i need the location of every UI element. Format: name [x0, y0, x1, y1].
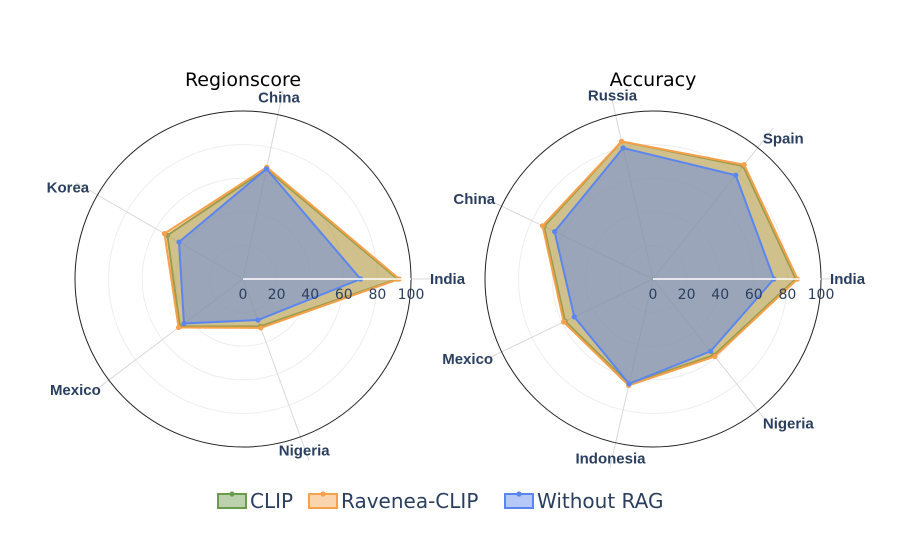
legend-item-without-rag[interactable]: Without RAG: [504, 489, 663, 513]
point-ravenea-clip-spain: [741, 162, 747, 168]
category-label-indonesia: Indonesia: [575, 451, 646, 468]
series-clip: [541, 138, 799, 387]
category-label-russia: Russia: [588, 87, 638, 104]
point-ravenea-clip-mexico: [561, 319, 567, 325]
category-label-korea: Korea: [47, 179, 90, 196]
legend-marker: [229, 491, 235, 497]
point-ravenea-clip-mexico: [175, 324, 182, 331]
point-without-rag-indonesia: [626, 381, 632, 387]
spoke: [242, 89, 284, 280]
radial-tick-label: 40: [711, 287, 729, 303]
spoke: [242, 278, 310, 461]
point-without-rag-china: [552, 229, 558, 235]
point-ravenea-clip-china: [539, 223, 546, 229]
radial-tick-label: 0: [239, 287, 248, 303]
legend-label: Ravenea-CLIP: [341, 489, 478, 513]
radial-tick-label: 100: [808, 287, 835, 303]
radial-tick-label: 60: [335, 287, 353, 303]
point-without-rag-mexico: [181, 320, 187, 327]
point-without-rag-russia: [620, 145, 626, 151]
point-without-rag-china: [263, 166, 270, 172]
spoke: [609, 278, 654, 468]
legend-label: Without RAG: [537, 489, 663, 513]
series-area-clip: [543, 140, 797, 385]
category-label-mexico: Mexico: [442, 351, 493, 368]
category-label-mexico: Mexico: [50, 382, 101, 399]
radial-tick-label: 20: [268, 287, 286, 303]
spoke: [652, 127, 774, 280]
point-without-rag-nigeria: [255, 317, 261, 323]
radial-tick-label: 100: [398, 287, 425, 303]
category-label-spain: Spain: [763, 131, 804, 148]
legend-item-ravenea-clip[interactable]: Ravenea-CLIP: [308, 489, 478, 513]
spoke: [609, 90, 654, 280]
chart-title: Regionscore: [185, 69, 301, 91]
category-label-india: India: [430, 271, 466, 288]
chart-title: Accuracy: [610, 69, 697, 91]
regionscore-radar: Regionscore 0 20 40 60 80 100 India China Korea Me…: [47, 69, 466, 461]
point-ravenea-clip-korea: [161, 231, 168, 237]
series-without-rag: [176, 166, 364, 327]
radial-tick-label: 20: [678, 287, 696, 303]
radial-tick-label: 80: [368, 287, 386, 303]
point-without-rag-spain: [733, 172, 739, 178]
legend-marker: [320, 491, 326, 497]
point-without-rag-mexico: [571, 314, 577, 320]
spoke: [88, 278, 244, 396]
radial-tick-label: 40: [301, 287, 319, 303]
category-label-india: India: [830, 271, 866, 288]
point-without-rag-korea: [176, 239, 182, 245]
radial-tick-label: 60: [745, 287, 763, 303]
series-area-without-rag: [177, 167, 362, 325]
point-ravenea-clip-nigeria: [712, 353, 718, 360]
point-ravenea-clip-russia: [618, 138, 625, 145]
category-label-china: China: [258, 90, 300, 107]
series-area-without-rag: [553, 146, 775, 385]
category-label-nigeria: Nigeria: [763, 415, 815, 432]
category-label-china: China: [453, 191, 495, 208]
spoke: [478, 194, 654, 280]
legend-item-clip[interactable]: CLIP: [217, 489, 293, 513]
category-label-nigeria: Nigeria: [279, 443, 331, 460]
spoke: [75, 181, 244, 280]
legend-marker: [516, 491, 522, 497]
legend: CLIP Ravenea-CLIP Without RAG: [217, 489, 663, 513]
series-without-rag: [552, 145, 777, 387]
point-without-rag-nigeria: [708, 348, 714, 354]
radial-tick-label: 80: [778, 287, 796, 303]
legend-label: CLIP: [250, 489, 293, 513]
point-ravenea-clip-nigeria: [258, 325, 264, 331]
radial-tick-label: 0: [649, 287, 658, 303]
